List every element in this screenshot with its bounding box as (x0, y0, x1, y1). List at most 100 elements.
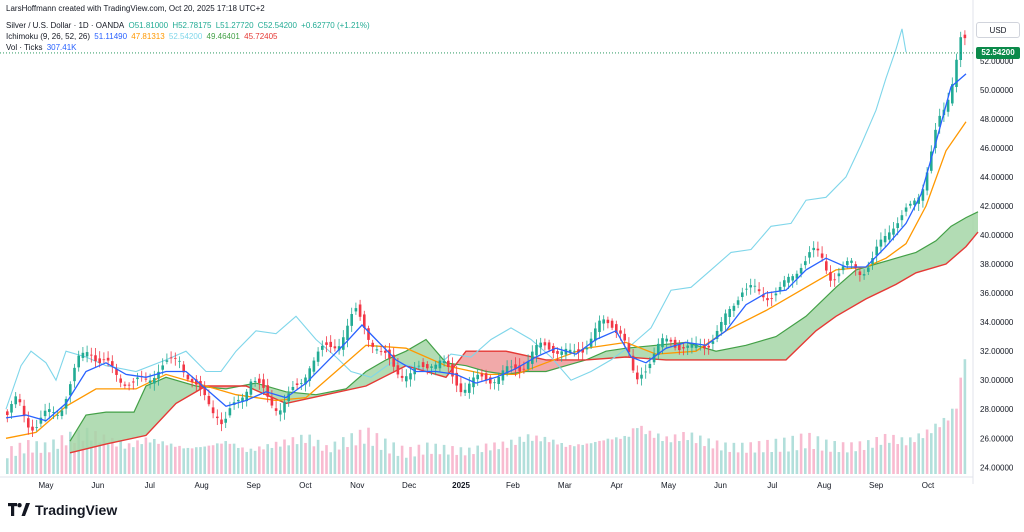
candle-body (367, 328, 370, 340)
cloud-segment (776, 335, 778, 360)
y-tick-label: 50.00000 (980, 86, 1014, 95)
cloud-segment (780, 332, 782, 360)
cloud-segment (770, 337, 772, 360)
volume-bar (459, 447, 463, 474)
candle-body (77, 355, 80, 368)
cloud-segment (98, 412, 100, 446)
volume-bar (31, 452, 34, 474)
candle-body (543, 342, 547, 346)
change-value: +0.62770 (+1.21%) (301, 21, 370, 30)
volume-bar (753, 452, 757, 474)
candle-body (102, 359, 106, 361)
cloud-segment (928, 244, 930, 270)
candle-body (888, 232, 891, 240)
cloud-segment (846, 276, 848, 311)
volume-bar (644, 434, 647, 474)
last-price-label: 52.54200 (976, 46, 1020, 59)
volume-bar (245, 451, 248, 474)
cloud-segment (810, 310, 812, 337)
ichimoku-label[interactable]: Ichimoku (9, 26, 52, 26) (6, 32, 91, 41)
volume-bar (699, 435, 702, 474)
cloud-segment (534, 357, 536, 372)
candle-body (266, 385, 269, 397)
volume-bar (951, 408, 954, 474)
cloud-segment (474, 351, 476, 369)
volume-bar (707, 438, 710, 474)
candle-body (678, 344, 681, 351)
volume-bar (132, 447, 135, 474)
volume-bar (959, 377, 962, 474)
volume-bar (325, 445, 328, 474)
candle-body (392, 354, 395, 367)
volume-bar (346, 447, 349, 474)
volume-label[interactable]: Vol · Ticks (6, 43, 43, 52)
cloud-segment (950, 225, 952, 261)
volume-bar (892, 434, 895, 474)
volume-bar (581, 444, 584, 474)
cloud-segment (482, 351, 484, 371)
cloud-segment (732, 347, 734, 360)
legend-volume-row: Vol · Ticks 307.41K (6, 42, 372, 53)
candle-body (279, 410, 282, 415)
volume-bar (808, 432, 811, 474)
volume-bar (39, 452, 43, 474)
cloud-segment (500, 351, 502, 374)
volume-bar (211, 445, 215, 474)
volume-bar (6, 458, 9, 474)
cloud-segment (892, 258, 894, 287)
volume-bar (841, 442, 845, 474)
volume-bar (724, 442, 727, 474)
candle-body (480, 373, 484, 377)
y-tick-label: 44.00000 (980, 173, 1014, 182)
cloud-segment (156, 380, 158, 425)
candle-body (455, 372, 458, 386)
cloud-segment (100, 412, 102, 446)
volume-bar (577, 444, 580, 474)
cloud-segment (764, 339, 766, 360)
candle-body (833, 279, 836, 281)
volume-bar (804, 448, 807, 474)
candle-body (375, 349, 379, 351)
volume-bar (820, 450, 824, 474)
candle-body (644, 371, 647, 373)
symbol-label[interactable]: Silver / U.S. Dollar · 1D · OANDA (6, 21, 125, 30)
currency-selector[interactable]: USD (976, 22, 1020, 38)
volume-bar (930, 433, 933, 474)
candle-body (879, 239, 883, 247)
chart-legend: Silver / U.S. Dollar · 1D · OANDA O51.81… (6, 20, 372, 53)
cloud-segment (668, 343, 670, 360)
volume-bar (396, 455, 400, 474)
candle-body (476, 374, 479, 380)
candle-body (640, 374, 643, 379)
tradingview-logo[interactable]: TradingView (8, 502, 117, 518)
cloud-segment (260, 384, 262, 393)
leading-span-b-line (69, 231, 979, 454)
candle-body (127, 384, 131, 386)
candle-body (585, 347, 589, 350)
cloud-segment (904, 255, 906, 280)
cloud-segment (712, 349, 714, 360)
cloud-segment (706, 348, 708, 360)
cloud-segment (754, 342, 756, 360)
candle-body (14, 396, 17, 405)
candle-body (447, 360, 450, 367)
volume-bar (774, 438, 778, 474)
volume-bar (22, 453, 26, 474)
cloud-segment (930, 243, 932, 269)
candle-body (518, 365, 521, 372)
tradingview-logo-text: TradingView (35, 502, 118, 518)
candle-body (384, 350, 387, 353)
cloud-segment (768, 338, 770, 360)
volume-bar (220, 443, 223, 474)
cloud-segment (784, 329, 786, 360)
candle-body (862, 274, 866, 276)
lagging-span-line (5, 28, 907, 410)
volume-bar (896, 444, 899, 474)
cloud-segment (836, 285, 838, 317)
cloud-segment (470, 351, 472, 368)
candle-body (211, 407, 215, 414)
volume-bar (900, 437, 904, 474)
ichimoku-span-b-value: 45.72405 (244, 32, 278, 41)
price-chart[interactable]: 54.0000052.0000050.0000048.0000046.00000… (0, 0, 1024, 496)
volume-bar (178, 445, 181, 474)
